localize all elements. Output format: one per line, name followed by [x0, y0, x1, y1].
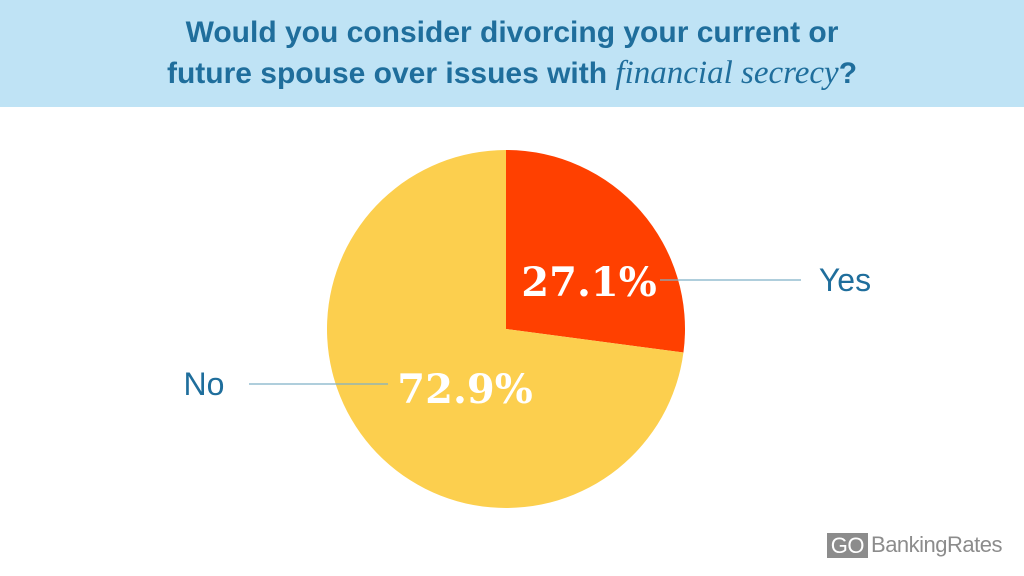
chart-title-line-1: Would you consider divorcing your curren… — [185, 16, 839, 49]
pie-slice-yes — [506, 150, 685, 353]
pie-labels: 27.1% Yes 72.9% No — [184, 259, 872, 413]
chart-title-line-2-prefix: future spouse over issues with — [166, 57, 616, 90]
logo-bankingrates: BankingRates — [871, 532, 1002, 557]
pie-slices — [327, 150, 685, 508]
gobankingrates-logo: GO BankingRates — [826, 532, 1002, 558]
logo-go: GO — [826, 532, 869, 558]
pie-chart: 27.1% Yes 72.9% No — [184, 150, 872, 508]
pie-value-label-no: 72.9% — [397, 366, 532, 413]
pie-category-label-yes: Yes — [819, 262, 871, 298]
chart-title-italic: financial secrecy — [615, 55, 839, 91]
pie-slice-no — [327, 150, 684, 508]
leader-lines — [249, 279, 801, 385]
chart-title-line-2: future spouse over issues with financial… — [167, 53, 857, 94]
pie-value-label-yes: 27.1% — [521, 259, 656, 306]
chart-title-suffix: ? — [838, 57, 858, 90]
chart-header: Would you consider divorcing your curren… — [0, 0, 1024, 107]
pie-category-label-no: No — [184, 366, 225, 402]
